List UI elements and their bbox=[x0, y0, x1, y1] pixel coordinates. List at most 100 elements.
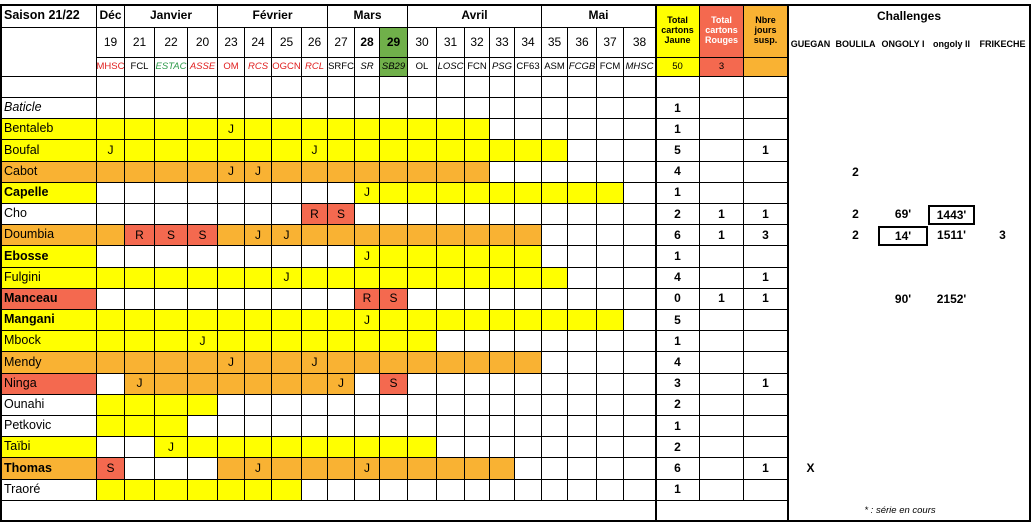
match-cell bbox=[437, 394, 465, 416]
match-cell bbox=[380, 352, 408, 374]
match-cell bbox=[218, 288, 245, 310]
total-cell bbox=[700, 246, 744, 268]
match-cell bbox=[437, 458, 465, 480]
opponent: FCM bbox=[597, 58, 624, 77]
blank-cell bbox=[542, 77, 568, 98]
match-cell bbox=[188, 394, 218, 416]
match-cell bbox=[597, 246, 624, 268]
match-cell bbox=[245, 267, 272, 289]
total-cell bbox=[700, 373, 744, 395]
match-cell bbox=[408, 288, 437, 310]
blank-cell bbox=[465, 77, 490, 98]
match-cell bbox=[355, 331, 380, 353]
match-cell: J bbox=[272, 267, 302, 289]
opponent: FCL bbox=[125, 58, 155, 77]
match-cell bbox=[437, 225, 465, 247]
total-cell: 1 bbox=[656, 416, 700, 438]
match-cell bbox=[97, 416, 125, 438]
match-cell: J bbox=[355, 458, 380, 480]
match-cell bbox=[490, 182, 515, 204]
match-cell bbox=[542, 437, 568, 459]
match-cell bbox=[380, 437, 408, 459]
match-cell bbox=[380, 182, 408, 204]
match-cell bbox=[328, 225, 355, 247]
match-cell bbox=[597, 458, 624, 480]
match-cell bbox=[515, 140, 542, 162]
match-cell bbox=[355, 479, 380, 501]
blank-cell bbox=[218, 77, 245, 98]
match-cell bbox=[542, 161, 568, 183]
match-cell bbox=[218, 98, 245, 120]
challenge-header: GUEGAN bbox=[790, 40, 831, 50]
total-cell: 2 bbox=[656, 204, 700, 226]
player-name: Boufal bbox=[0, 140, 97, 162]
match-number: 32 bbox=[465, 28, 490, 58]
match-cell bbox=[245, 119, 272, 141]
match-cell bbox=[408, 331, 437, 353]
total-header: Nbre jours susp. bbox=[744, 5, 788, 58]
match-cell bbox=[302, 119, 328, 141]
match-cell bbox=[490, 416, 515, 438]
match-cell bbox=[408, 246, 437, 268]
match-cell: J bbox=[302, 140, 328, 162]
blank-cell bbox=[408, 77, 437, 98]
total-cell bbox=[700, 416, 744, 438]
match-cell bbox=[542, 98, 568, 120]
opponent: FCGB bbox=[568, 58, 597, 77]
month-header: Avril bbox=[408, 5, 542, 28]
match-cell bbox=[597, 373, 624, 395]
match-number: 29 bbox=[380, 28, 408, 58]
match-cell bbox=[515, 98, 542, 120]
total-cell: 1 bbox=[656, 182, 700, 204]
match-cell bbox=[188, 204, 218, 226]
challenge-cell: 1443' bbox=[928, 205, 975, 226]
total-cell bbox=[700, 161, 744, 183]
match-cell: J bbox=[355, 182, 380, 204]
match-cell bbox=[125, 267, 155, 289]
player-name: Mangani bbox=[0, 310, 97, 332]
match-cell bbox=[302, 288, 328, 310]
player-name: Bentaleb bbox=[0, 119, 97, 141]
opponent: SB29 bbox=[380, 58, 408, 77]
blank-cell bbox=[597, 77, 624, 98]
match-cell bbox=[490, 373, 515, 395]
match-cell bbox=[302, 394, 328, 416]
match-cell bbox=[380, 394, 408, 416]
match-cell bbox=[568, 225, 597, 247]
match-cell bbox=[437, 246, 465, 268]
match-cell bbox=[272, 437, 302, 459]
match-cell bbox=[125, 140, 155, 162]
match-cell bbox=[515, 267, 542, 289]
match-cell bbox=[355, 437, 380, 459]
match-cell: J bbox=[218, 119, 245, 141]
match-cell bbox=[568, 310, 597, 332]
match-cell bbox=[155, 140, 188, 162]
blank-cell bbox=[272, 77, 302, 98]
match-cell bbox=[408, 352, 437, 374]
total-cell: 1 bbox=[700, 288, 744, 310]
opponent: FCN bbox=[465, 58, 490, 77]
match-cell bbox=[188, 267, 218, 289]
match-cell bbox=[568, 246, 597, 268]
match-cell bbox=[380, 161, 408, 183]
match-cell bbox=[515, 225, 542, 247]
match-cell bbox=[515, 373, 542, 395]
match-cell bbox=[188, 458, 218, 480]
match-cell bbox=[408, 373, 437, 395]
match-cell bbox=[272, 416, 302, 438]
match-cell bbox=[490, 479, 515, 501]
match-cell bbox=[155, 246, 188, 268]
match-number: 20 bbox=[188, 28, 218, 58]
match-cell bbox=[490, 161, 515, 183]
player-name: Mbock bbox=[0, 331, 97, 353]
match-cell: J bbox=[125, 373, 155, 395]
match-cell bbox=[302, 373, 328, 395]
match-cell bbox=[272, 288, 302, 310]
match-cell bbox=[355, 140, 380, 162]
total-cell bbox=[700, 352, 744, 374]
match-number: 27 bbox=[328, 28, 355, 58]
total-header: Total cartons Rouges bbox=[700, 5, 744, 58]
match-cell bbox=[218, 416, 245, 438]
match-cell bbox=[245, 310, 272, 332]
match-cell bbox=[245, 204, 272, 226]
